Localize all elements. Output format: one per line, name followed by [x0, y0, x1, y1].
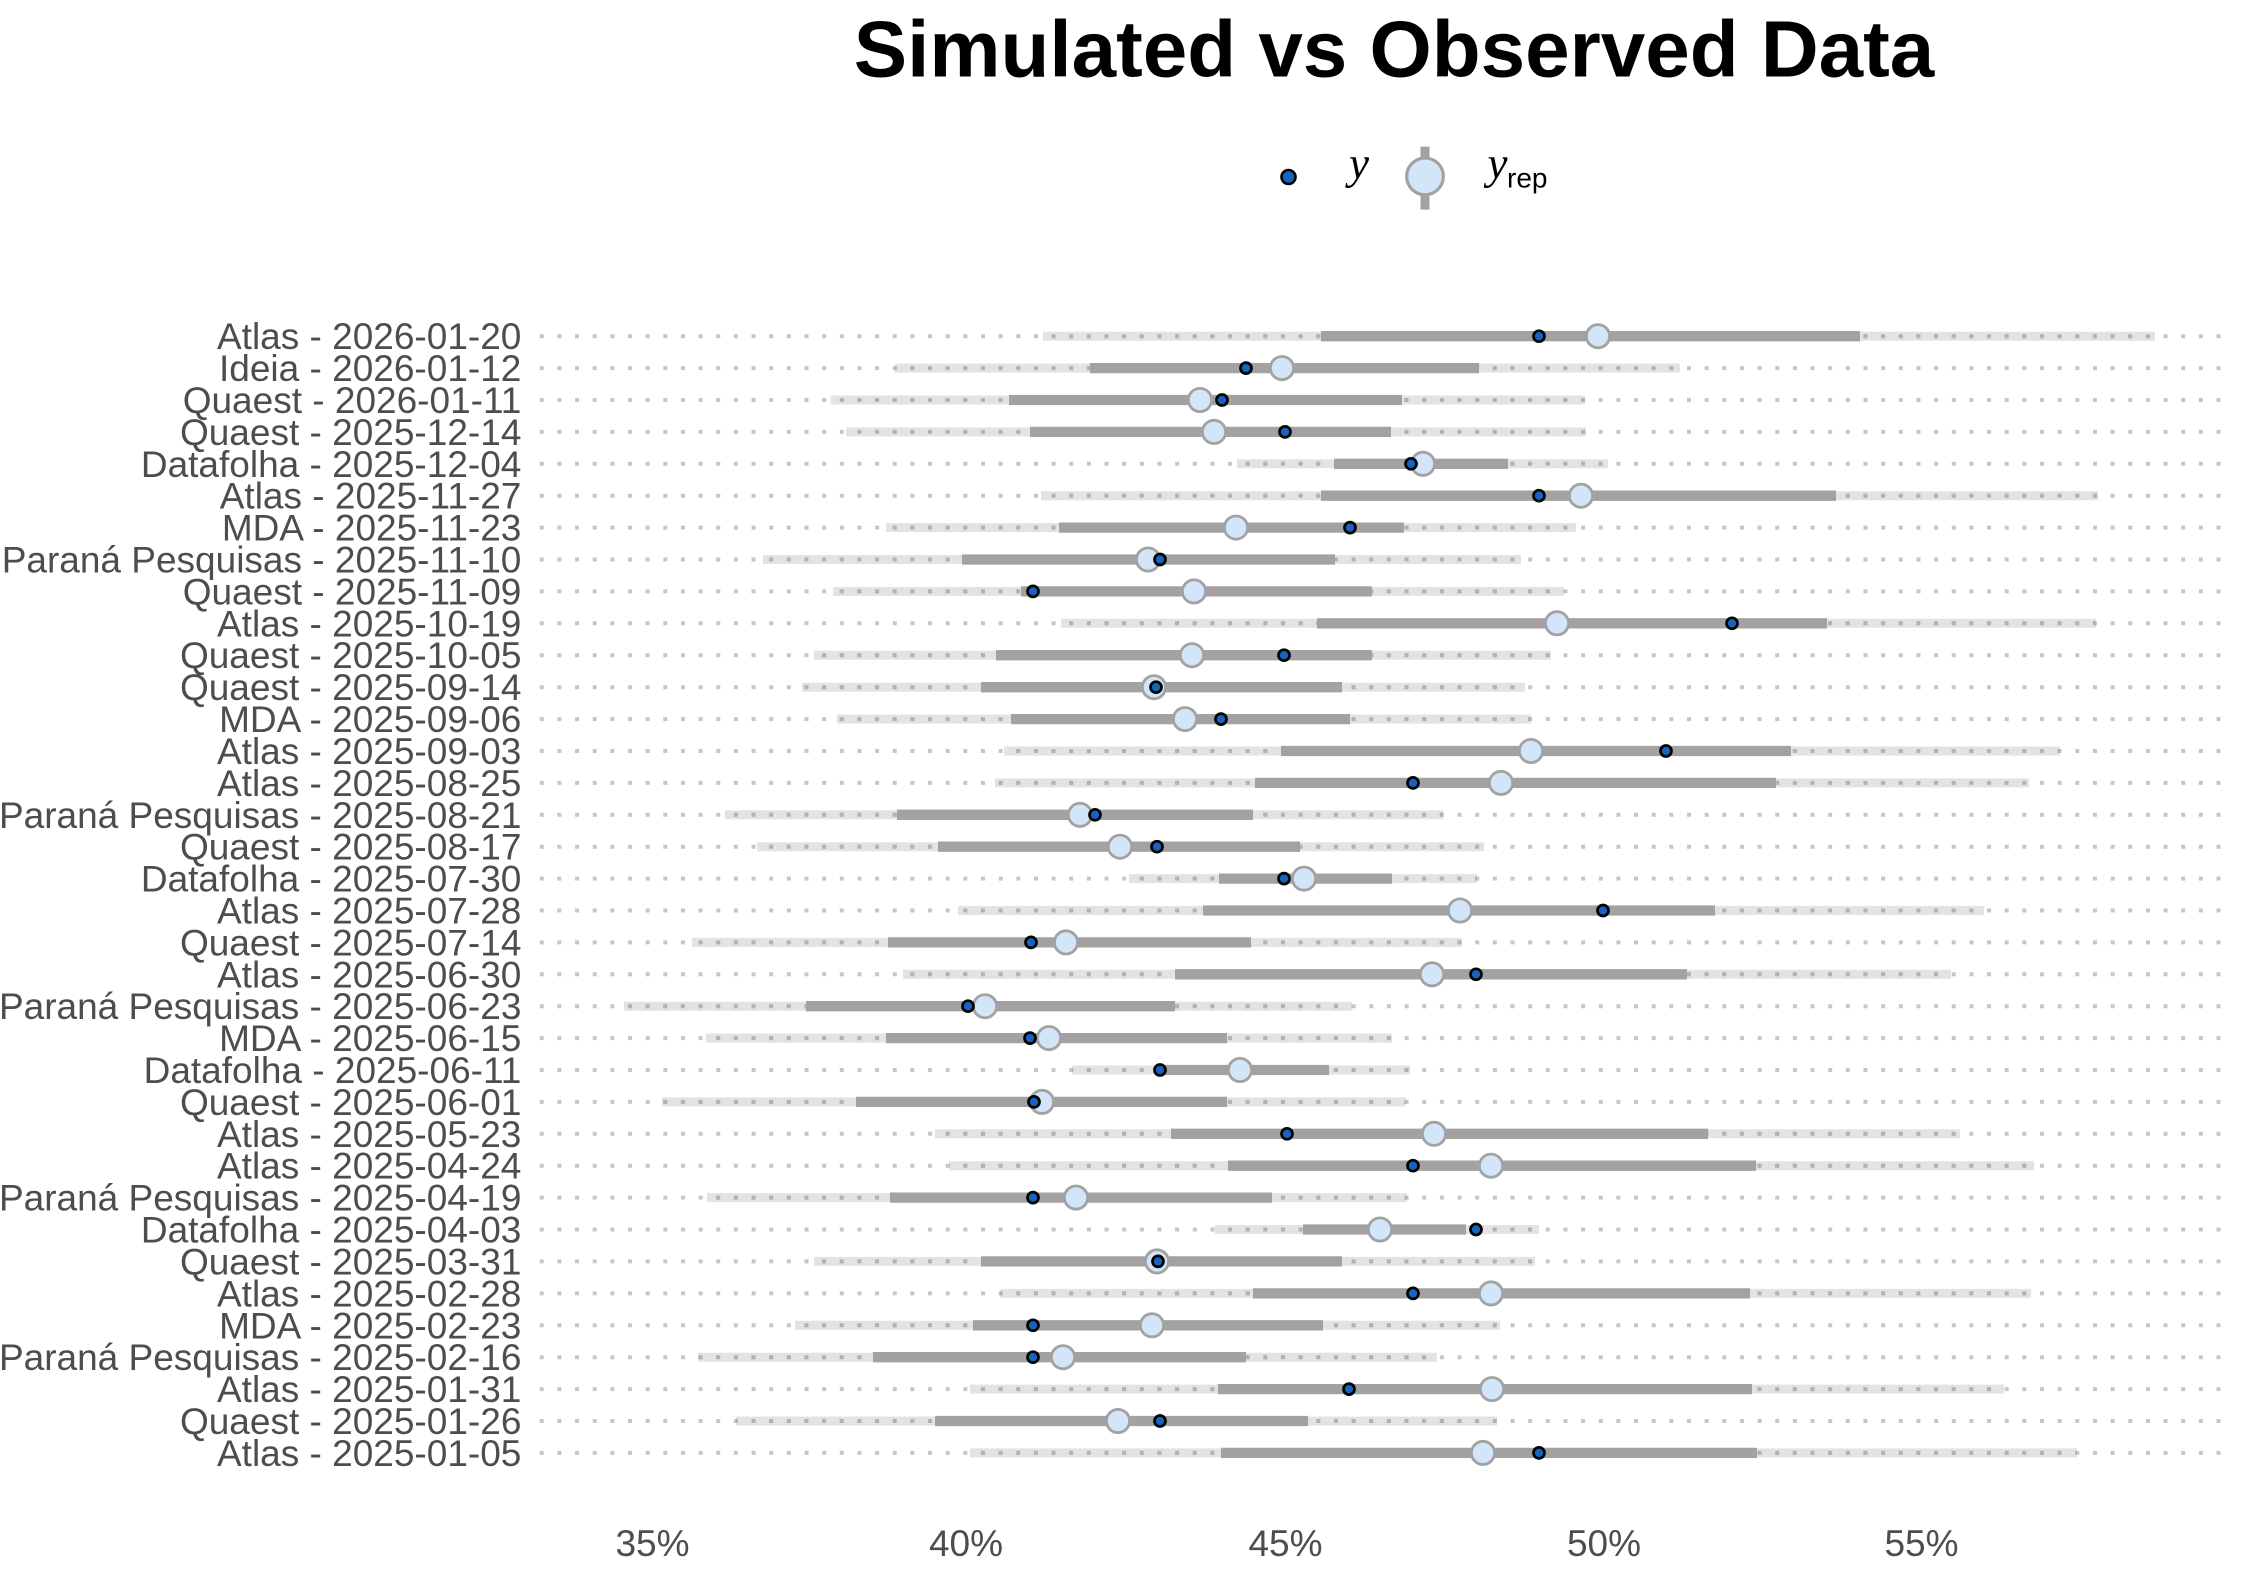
svg-text:Paraná Pesquisas - 2025-11-10: Paraná Pesquisas - 2025-11-10: [2, 540, 522, 581]
svg-text:Quaest - 2025-12-14: Quaest - 2025-12-14: [180, 412, 521, 453]
svg-text:Atlas - 2026-01-20: Atlas - 2026-01-20: [217, 316, 521, 357]
svg-text:Atlas - 2025-05-23: Atlas - 2025-05-23: [217, 1114, 521, 1155]
svg-text:40%: 40%: [929, 1523, 1003, 1564]
svg-text:Atlas - 2025-06-30: Atlas - 2025-06-30: [217, 954, 521, 995]
svg-text:45%: 45%: [1248, 1523, 1322, 1564]
svg-text:Atlas - 2025-10-19: Atlas - 2025-10-19: [217, 603, 521, 644]
svg-text:MDA - 2025-06-15: MDA - 2025-06-15: [219, 1018, 521, 1059]
svg-text:Atlas - 2025-01-05: Atlas - 2025-01-05: [217, 1433, 521, 1474]
svg-text:Paraná Pesquisas - 2025-02-16: Paraná Pesquisas - 2025-02-16: [0, 1337, 521, 1378]
svg-text:Datafolha - 2025-12-04: Datafolha - 2025-12-04: [141, 444, 522, 485]
svg-text:rep: rep: [1507, 163, 1547, 194]
svg-text:Atlas - 2025-08-25: Atlas - 2025-08-25: [217, 763, 521, 804]
svg-text:Datafolha - 2025-06-11: Datafolha - 2025-06-11: [144, 1050, 522, 1091]
svg-text:MDA - 2025-09-06: MDA - 2025-09-06: [219, 699, 521, 740]
svg-text:Quaest - 2025-09-14: Quaest - 2025-09-14: [180, 667, 521, 708]
svg-text:Quaest - 2025-07-14: Quaest - 2025-07-14: [180, 922, 521, 963]
svg-text:Quaest - 2025-11-09: Quaest - 2025-11-09: [183, 571, 522, 612]
svg-text:Atlas - 2025-11-27: Atlas - 2025-11-27: [220, 476, 522, 517]
svg-text:Datafolha - 2025-07-30: Datafolha - 2025-07-30: [141, 859, 522, 900]
svg-text:35%: 35%: [615, 1523, 689, 1564]
svg-text:Quaest - 2025-06-01: Quaest - 2025-06-01: [180, 1082, 521, 1123]
svg-text:Simulated vs Observed Data: Simulated vs Observed Data: [854, 4, 1935, 93]
svg-text:Datafolha - 2025-04-03: Datafolha - 2025-04-03: [141, 1210, 522, 1251]
svg-text:Paraná Pesquisas - 2025-06-23: Paraná Pesquisas - 2025-06-23: [0, 986, 521, 1027]
svg-text:Quaest - 2025-08-17: Quaest - 2025-08-17: [180, 827, 521, 868]
svg-text:y: y: [1484, 139, 1508, 189]
svg-text:Atlas - 2025-02-28: Atlas - 2025-02-28: [217, 1273, 521, 1314]
svg-text:Quaest - 2025-03-31: Quaest - 2025-03-31: [180, 1241, 521, 1282]
svg-text:Paraná Pesquisas - 2025-08-21: Paraná Pesquisas - 2025-08-21: [0, 795, 521, 836]
svg-text:Atlas - 2025-07-28: Atlas - 2025-07-28: [217, 891, 521, 932]
svg-text:Quaest - 2025-10-05: Quaest - 2025-10-05: [180, 635, 521, 676]
svg-text:50%: 50%: [1567, 1523, 1641, 1564]
svg-text:MDA - 2025-11-23: MDA - 2025-11-23: [222, 508, 522, 549]
svg-text:Ideia - 2026-01-12: Ideia - 2026-01-12: [219, 348, 521, 389]
svg-text:55%: 55%: [1884, 1523, 1958, 1564]
svg-text:Quaest - 2026-01-11: Quaest - 2026-01-11: [183, 380, 522, 421]
svg-text:Atlas - 2025-09-03: Atlas - 2025-09-03: [217, 731, 521, 772]
svg-text:Quaest - 2025-01-26: Quaest - 2025-01-26: [180, 1401, 521, 1442]
svg-text:Atlas - 2025-04-24: Atlas - 2025-04-24: [217, 1146, 521, 1187]
svg-text:MDA - 2025-02-23: MDA - 2025-02-23: [219, 1305, 521, 1346]
svg-text:Atlas - 2025-01-31: Atlas - 2025-01-31: [217, 1369, 521, 1410]
svg-text:Paraná Pesquisas - 2025-04-19: Paraná Pesquisas - 2025-04-19: [0, 1178, 521, 1219]
svg-text:y: y: [1345, 139, 1369, 189]
